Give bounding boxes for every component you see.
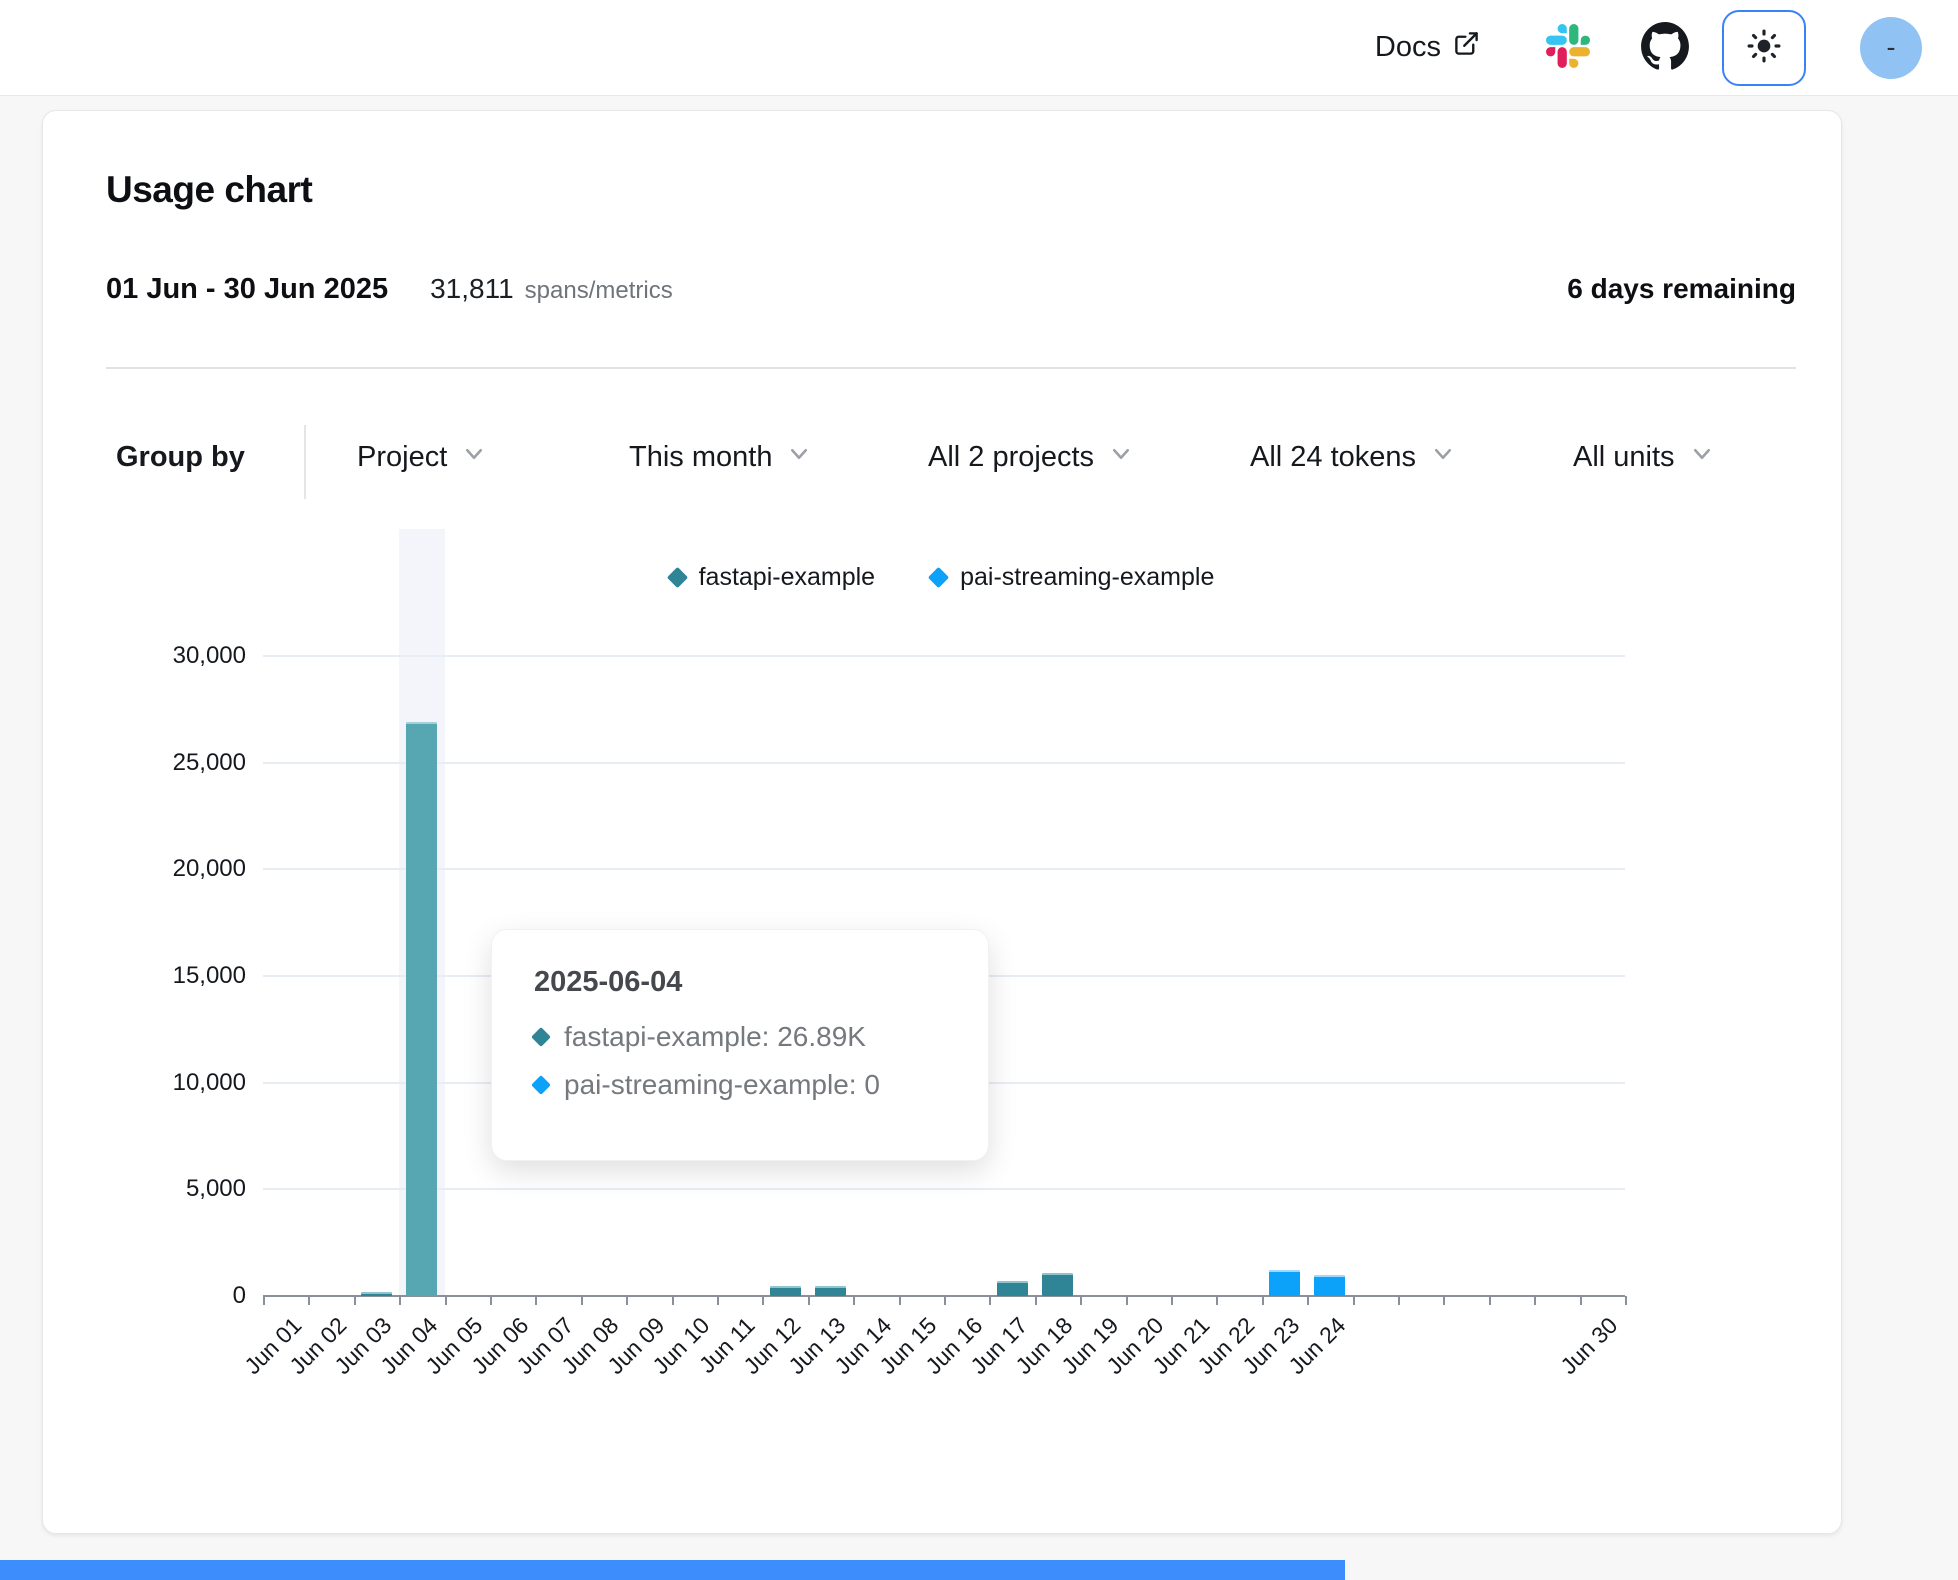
y-tick-label: 15,000 [96,962,246,990]
x-axis-tick [672,1296,674,1305]
x-axis-tick [762,1296,764,1305]
x-axis-tick [1534,1296,1536,1305]
sun-icon [1745,27,1783,68]
y-tick-label: 20,000 [96,855,246,883]
github-icon [1640,21,1690,74]
bar-pai-streaming-example-jun-24[interactable] [1314,1275,1345,1296]
external-link-icon [1453,30,1480,65]
x-axis-tick [1580,1296,1582,1305]
x-axis-tick [1625,1296,1627,1305]
tooltip-row: fastapi-example: 26.89K [534,1021,946,1053]
x-axis-tick [1353,1296,1355,1305]
tooltip-value: pai-streaming-example: 0 [564,1069,880,1101]
x-axis-tick [1171,1296,1173,1305]
bar-fastapi-example-jun-04[interactable] [406,722,437,1296]
x-axis-tick [1489,1296,1491,1305]
x-axis-tick [1443,1296,1445,1305]
x-axis-tick [1216,1296,1218,1305]
x-axis-tick [1080,1296,1082,1305]
bar-fastapi-example-jun-18[interactable] [1042,1273,1073,1296]
x-axis-tick [808,1296,810,1305]
x-axis-tick [853,1296,855,1305]
bar-fastapi-example-jun-03[interactable] [361,1292,392,1296]
tooltip-value: fastapi-example: 26.89K [564,1021,866,1053]
y-tick-label: 0 [96,1282,246,1310]
x-axis-tick [308,1296,310,1305]
docs-label: Docs [1375,31,1441,64]
bar-fastapi-example-jun-17[interactable] [997,1281,1028,1296]
top-bar: Docs [0,0,1958,96]
x-axis-tick [1126,1296,1128,1305]
tooltip-row: pai-streaming-example: 0 [534,1069,946,1101]
usage-bar-chart: 0 5,000 10,000 15,000 20,000 25,000 30,000 Jun … [43,111,1841,1533]
github-link[interactable] [1640,21,1690,74]
y-tick-label: 30,000 [96,642,246,670]
gridline [263,655,1625,657]
x-axis-tick [1398,1296,1400,1305]
top-bar-actions: Docs [1375,10,1958,86]
bar-pai-streaming-example-jun-23[interactable] [1269,1270,1300,1296]
x-axis-tick [399,1296,401,1305]
x-axis-tick [263,1296,265,1305]
x-axis-tick [1307,1296,1309,1305]
x-axis-tick [989,1296,991,1305]
bottom-highlight-bar [0,1560,1345,1580]
x-axis-tick [490,1296,492,1305]
bar-fastapi-example-jun-13[interactable] [815,1286,846,1296]
x-axis-tick [717,1296,719,1305]
y-tick-label: 5,000 [96,1175,246,1203]
x-axis-label: Jun 30 [1555,1312,1623,1380]
y-tick-label: 10,000 [96,1069,246,1097]
usage-card: Usage chart 01 Jun - 30 Jun 2025 31,811 … [42,110,1842,1534]
x-axis-tick [899,1296,901,1305]
diamond-icon [531,1027,551,1047]
x-axis-tick [581,1296,583,1305]
gridline [263,1188,1625,1190]
slack-icon [1546,24,1590,71]
x-axis-tick [1035,1296,1037,1305]
x-axis-tick [1262,1296,1264,1305]
chart-tooltip: 2025-06-04 fastapi-example: 26.89K pai-s… [491,929,989,1161]
x-axis-tick [626,1296,628,1305]
x-axis-tick [354,1296,356,1305]
x-axis-tick [445,1296,447,1305]
theme-toggle-button[interactable] [1722,10,1806,86]
y-tick-label: 25,000 [96,749,246,777]
gridline [263,868,1625,870]
diamond-icon [531,1075,551,1095]
x-axis-tick [535,1296,537,1305]
tooltip-date: 2025-06-04 [534,966,946,999]
slack-link[interactable] [1546,24,1590,71]
gridline [263,762,1625,764]
x-axis-tick [944,1296,946,1305]
bar-fastapi-example-jun-12[interactable] [770,1286,801,1296]
avatar[interactable]: - [1860,17,1922,79]
docs-link[interactable]: Docs [1375,30,1480,65]
